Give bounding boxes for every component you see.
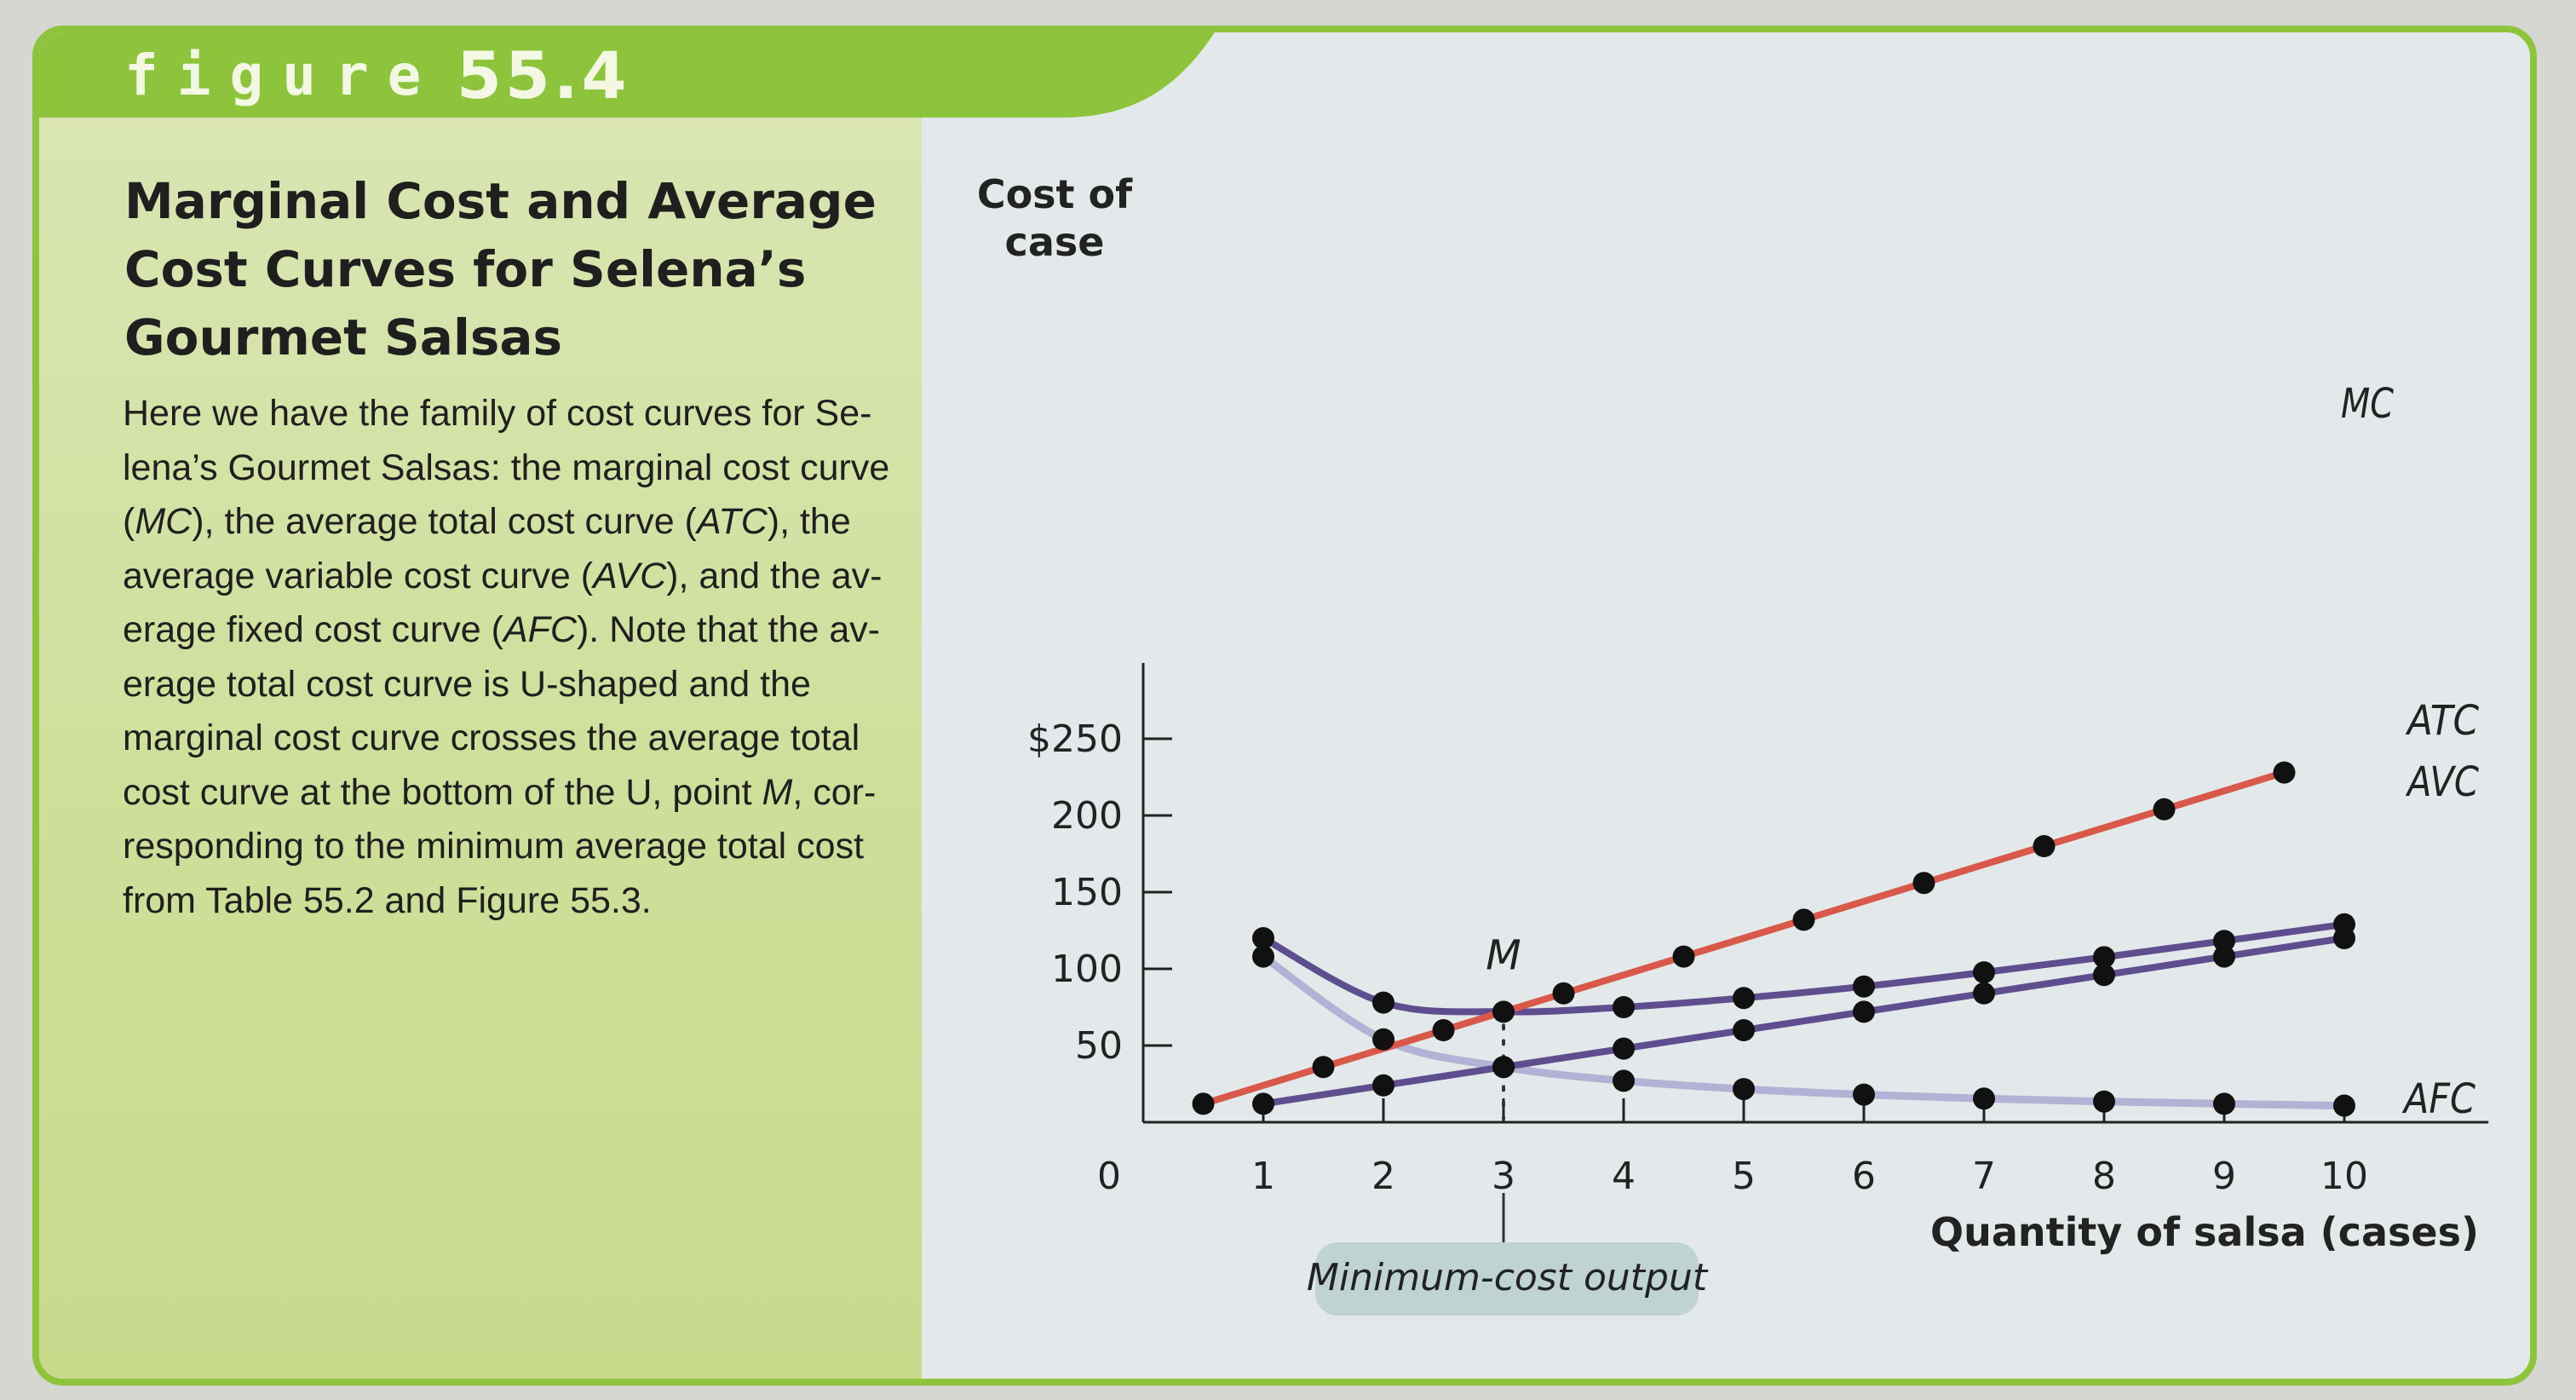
y-tick-label-100: 100 — [1051, 948, 1123, 991]
series-line-avc — [1260, 935, 2348, 1108]
caption-panel — [39, 32, 922, 1379]
caption-text-6: , cor-responding to the minimum average … — [123, 771, 877, 921]
data-point-avc-9 — [2213, 945, 2235, 968]
data-point-avc-1 — [1252, 1092, 1274, 1115]
y-tick-label-150: 150 — [1051, 871, 1123, 914]
data-point-atc-2 — [1372, 991, 1394, 1014]
data-point-atc-4 — [1613, 996, 1635, 1018]
data-point-mc-4 — [1552, 982, 1575, 1005]
data-point-mc-2 — [1312, 1056, 1335, 1079]
data-point-afc-6 — [1853, 1083, 1875, 1106]
figure-title: Marginal Cost and Average Cost Curves fo… — [124, 172, 877, 366]
figure-frame: figure 55.4 Marginal Cost and Average Co… — [32, 26, 2537, 1386]
data-point-atc-9 — [2213, 930, 2235, 953]
data-point-mc-8 — [2033, 835, 2056, 857]
y-tick-label-200: 200 — [1051, 794, 1123, 838]
caption-text-1: Here we have the family of cost curves f… — [123, 393, 890, 542]
y-axis-title-line-2: case — [1005, 219, 1105, 265]
callout-box — [1315, 1242, 1699, 1316]
caption-text-2: ), the average total cost curve ( — [192, 501, 697, 542]
x-tick-label-2: 2 — [1371, 1155, 1395, 1198]
data-point-mc-10 — [2273, 761, 2296, 784]
origin-label: 0 — [1097, 1155, 1121, 1198]
data-point-mc-1 — [1192, 1092, 1215, 1115]
caption-mc: MC — [135, 501, 193, 542]
data-point-avc-2 — [1372, 1074, 1394, 1097]
caption-text-3: ), the average variable cost curve ( — [123, 501, 851, 596]
series-line-afc — [1259, 953, 2349, 1110]
x-tick-label-4: 4 — [1612, 1155, 1636, 1198]
series-label-mc: MC — [2341, 380, 2394, 428]
data-point-afc-2 — [1372, 1028, 1394, 1051]
data-point-afc-7 — [1973, 1087, 1995, 1110]
data-point-atc-10 — [2333, 913, 2355, 936]
figure-tab: figure 55.4 — [39, 32, 1215, 118]
x-tick-label-5: 5 — [1732, 1155, 1756, 1198]
caption-avc: AVC — [593, 555, 667, 596]
caption-afc: AFC — [503, 609, 577, 650]
data-point-afc-8 — [2093, 1090, 2115, 1113]
data-point-mc-6 — [1792, 908, 1815, 931]
x-tick-label-10: 10 — [2320, 1155, 2368, 1198]
series-label-atc: ATC — [2405, 697, 2479, 745]
series-label-avc: AVC — [2405, 758, 2479, 806]
series-line-atc — [1260, 920, 2348, 1016]
x-tick-label-9: 9 — [2212, 1155, 2236, 1198]
x-tick-label-1: 1 — [1251, 1155, 1275, 1198]
data-point-atc-7 — [1973, 961, 1995, 984]
figure-word: figure — [124, 43, 440, 108]
data-point-afc-10 — [2333, 1094, 2355, 1117]
x-tick-label-8: 8 — [2092, 1155, 2116, 1198]
data-point-avc-7 — [1973, 982, 1995, 1005]
data-point-avc-4 — [1613, 1037, 1635, 1060]
x-axis-title: Quantity of salsa (cases) — [1930, 1209, 2479, 1255]
data-point-afc-5 — [1733, 1078, 1755, 1101]
caption-text-4: ), and the av-erage fixed cost curve ( — [123, 555, 883, 651]
data-point-mc-3 — [1432, 1019, 1455, 1041]
data-point-mc-5 — [1672, 945, 1695, 968]
x-tick-label-6: 6 — [1852, 1155, 1876, 1198]
data-point-atc-8 — [2093, 946, 2115, 969]
data-point-afc-1 — [1252, 945, 1274, 968]
data-point-atc-1 — [1252, 927, 1274, 949]
series-line-mc — [1199, 769, 2288, 1108]
point-m-label: M — [1486, 931, 1521, 979]
y-axis-title-line-1: Cost of — [977, 171, 1133, 217]
series-layer — [1199, 769, 2349, 1110]
figure-number: 55.4 — [457, 37, 630, 113]
x-tick-label-3: 3 — [1492, 1155, 1515, 1198]
data-point-afc-4 — [1613, 1069, 1635, 1092]
axes-layer — [1141, 663, 2489, 1124]
data-point-mc-7 — [1912, 872, 1935, 895]
x-tick-label-7: 7 — [1972, 1155, 1996, 1198]
dots-layer — [1192, 761, 2355, 1117]
data-point-atc-5 — [1733, 987, 1755, 1010]
y-tick-label-250: $250 — [1027, 717, 1123, 761]
figure-tab-shape — [39, 32, 1215, 118]
data-point-avc-8 — [2093, 964, 2115, 987]
figure-caption: Here we have the family of cost curves f… — [123, 387, 906, 928]
caption-m: M — [762, 771, 793, 813]
data-point-afc-9 — [2213, 1092, 2235, 1115]
data-point-avc-3 — [1492, 1056, 1515, 1079]
data-point-avc-5 — [1733, 1019, 1755, 1041]
data-point-atc-6 — [1853, 975, 1875, 998]
series-label-afc: AFC — [2401, 1075, 2475, 1123]
caption-atc: ATC — [696, 501, 768, 542]
y-tick-label-50: 50 — [1075, 1024, 1123, 1068]
data-point-avc-6 — [1853, 1000, 1875, 1023]
data-point-mc-9 — [2153, 798, 2176, 821]
caption-text-5: ). Note that the av-erage total cost cur… — [123, 609, 881, 813]
data-point-atc-3 — [1492, 1000, 1515, 1023]
callout-label: Minimum-cost output — [1307, 1256, 1709, 1299]
